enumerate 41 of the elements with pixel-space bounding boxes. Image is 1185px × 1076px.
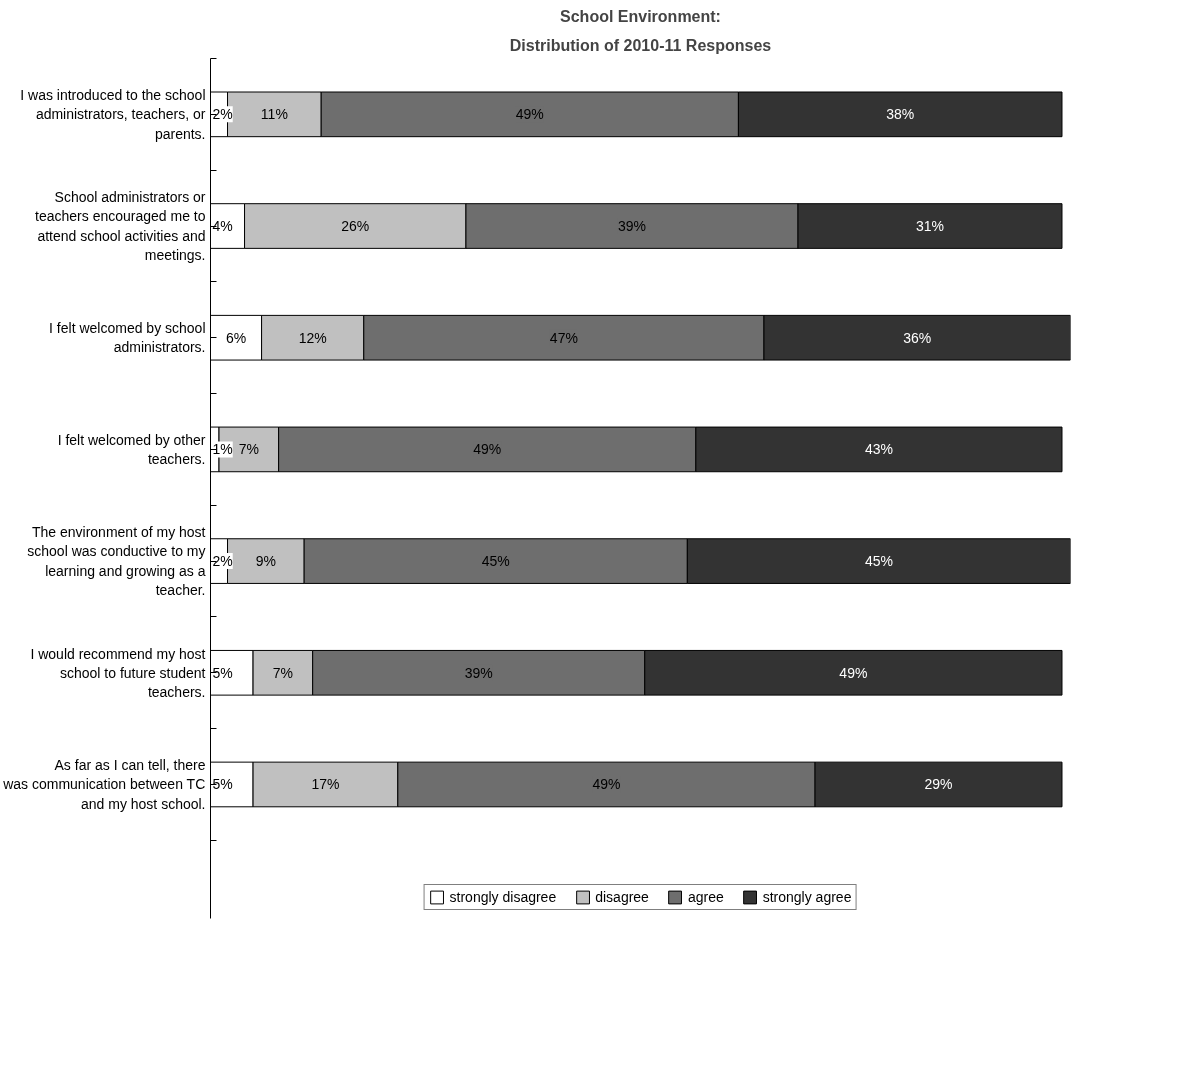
data-label: 38%	[886, 106, 915, 123]
data-label: 39%	[464, 664, 493, 681]
y-tick-label: As far as I can tell, there was communication between TC and my host school.	[2, 757, 206, 812]
data-label: 47%	[549, 329, 578, 346]
data-label: 45%	[864, 553, 893, 570]
legend-label: strongly disagree	[449, 889, 557, 905]
data-label: 17%	[311, 776, 340, 793]
data-label: 12%	[298, 329, 327, 346]
legend-label: agree	[687, 889, 724, 905]
data-label: 43%	[864, 441, 893, 458]
data-label: 7%	[238, 441, 259, 458]
data-label: 4%	[212, 218, 233, 235]
data-label: 36%	[903, 329, 932, 346]
data-label: 7%	[272, 664, 293, 681]
data-label: 9%	[255, 553, 276, 570]
data-label: 26%	[341, 218, 370, 235]
chart-subtitle: Distribution of 2010-11 Responses	[509, 36, 772, 54]
data-label: 29%	[924, 776, 953, 793]
data-label: 2%	[212, 106, 233, 123]
data-label: 45%	[481, 553, 510, 570]
data-label: 31%	[915, 218, 945, 235]
data-label: 1%	[212, 441, 233, 458]
data-label: 49%	[592, 776, 621, 793]
y-tick-label: I would recommend my host school to future student teachers.	[30, 645, 206, 700]
legend-label: disagree	[595, 889, 649, 905]
data-label: 11%	[260, 106, 288, 123]
data-label: 39%	[617, 218, 647, 235]
data-label: 5%	[212, 776, 233, 793]
y-tick-label: I felt welcomed by other teachers.	[57, 431, 206, 468]
data-label: 2%	[212, 553, 233, 570]
y-tick-label: I felt welcomed by school administrators.	[49, 320, 206, 356]
data-label: 49%	[473, 441, 502, 458]
data-label: 49%	[839, 664, 868, 681]
y-tick-label: The environment of my host school was conductive to my learning and growing as a teacher.	[27, 524, 206, 598]
data-label: 49%	[515, 106, 544, 123]
y-tick-label: I was introduced to the school administrators, teachers, or parents.	[20, 87, 206, 142]
data-label: 5%	[212, 664, 233, 681]
legend-label: strongly agree	[762, 889, 852, 905]
y-tick-label: School administrators or teachers encouraged me to attend school activities and meetings.	[35, 189, 206, 263]
chart-title: School Environment:	[560, 7, 721, 25]
data-label: 6%	[225, 329, 247, 346]
